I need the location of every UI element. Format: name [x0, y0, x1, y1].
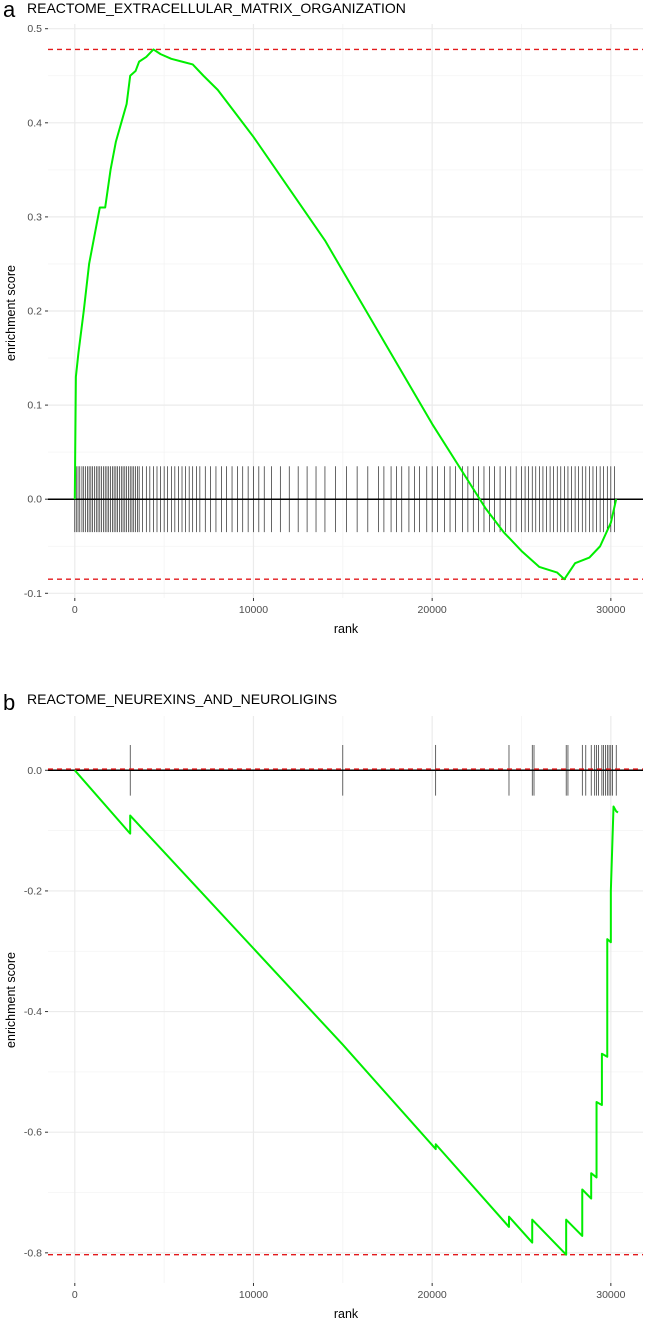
x-tick-label: 20000: [418, 1289, 447, 1301]
y-tick-label: -0.6: [24, 1127, 42, 1139]
x-tick-label: 30000: [596, 1289, 625, 1301]
y-tick-label: 0.0: [27, 765, 42, 777]
x-tick-label: 10000: [239, 604, 268, 616]
plot-area-a: 0 10000 20000 30000 -0.1 0.0 0.1 0.2 0.3 0.4 0.5: [24, 23, 643, 616]
plot-area-b: 0 10000 20000 30000 -0.8 -0.6 -0.4 -0.2 0.0: [24, 716, 643, 1301]
panel-letter-a: a: [3, 0, 16, 22]
y-tick-label: 0.3: [27, 211, 42, 223]
panel-title-a: REACTOME_EXTRACELLULAR_MATRIX_ORGANIZATI…: [27, 0, 406, 16]
y-tick-label: 0.1: [27, 400, 42, 412]
y-tick-label: 0.2: [27, 306, 42, 318]
y-tick-label: -0.4: [24, 1006, 42, 1018]
panel-b: b REACTOME_NEUREXINS_AND_NEUROLIGINS 0 10…: [3, 690, 643, 1321]
x-tick-label: 10000: [239, 1289, 268, 1301]
x-tick-label: 0: [72, 604, 78, 616]
enrichment-score-curve: [74, 769, 619, 1256]
x-tick-label: 20000: [418, 604, 447, 616]
y-axis-title-a: enrichment score: [4, 265, 18, 361]
y-tick-label: 0.5: [27, 23, 42, 35]
panel-title-b: REACTOME_NEUREXINS_AND_NEUROLIGINS: [27, 691, 337, 707]
panel-a: a REACTOME_EXTRACELLULAR_MATRIX_ORGANIZA…: [3, 0, 643, 636]
y-axis-title-b: enrichment score: [4, 952, 18, 1048]
x-tick-label: 0: [72, 1289, 78, 1301]
enrichment-score-curve: [73, 48, 618, 581]
y-tick-label: -0.1: [24, 588, 42, 600]
panel-letter-b: b: [3, 690, 15, 715]
y-tick-label: -0.2: [24, 885, 42, 897]
x-tick-label: 30000: [596, 604, 625, 616]
x-axis-title-a: rank: [334, 622, 359, 636]
y-tick-label: 0.0: [27, 494, 42, 506]
y-tick-label: -0.8: [24, 1247, 42, 1259]
x-axis-title-b: rank: [334, 1307, 359, 1321]
y-tick-label: 0.4: [27, 117, 42, 129]
